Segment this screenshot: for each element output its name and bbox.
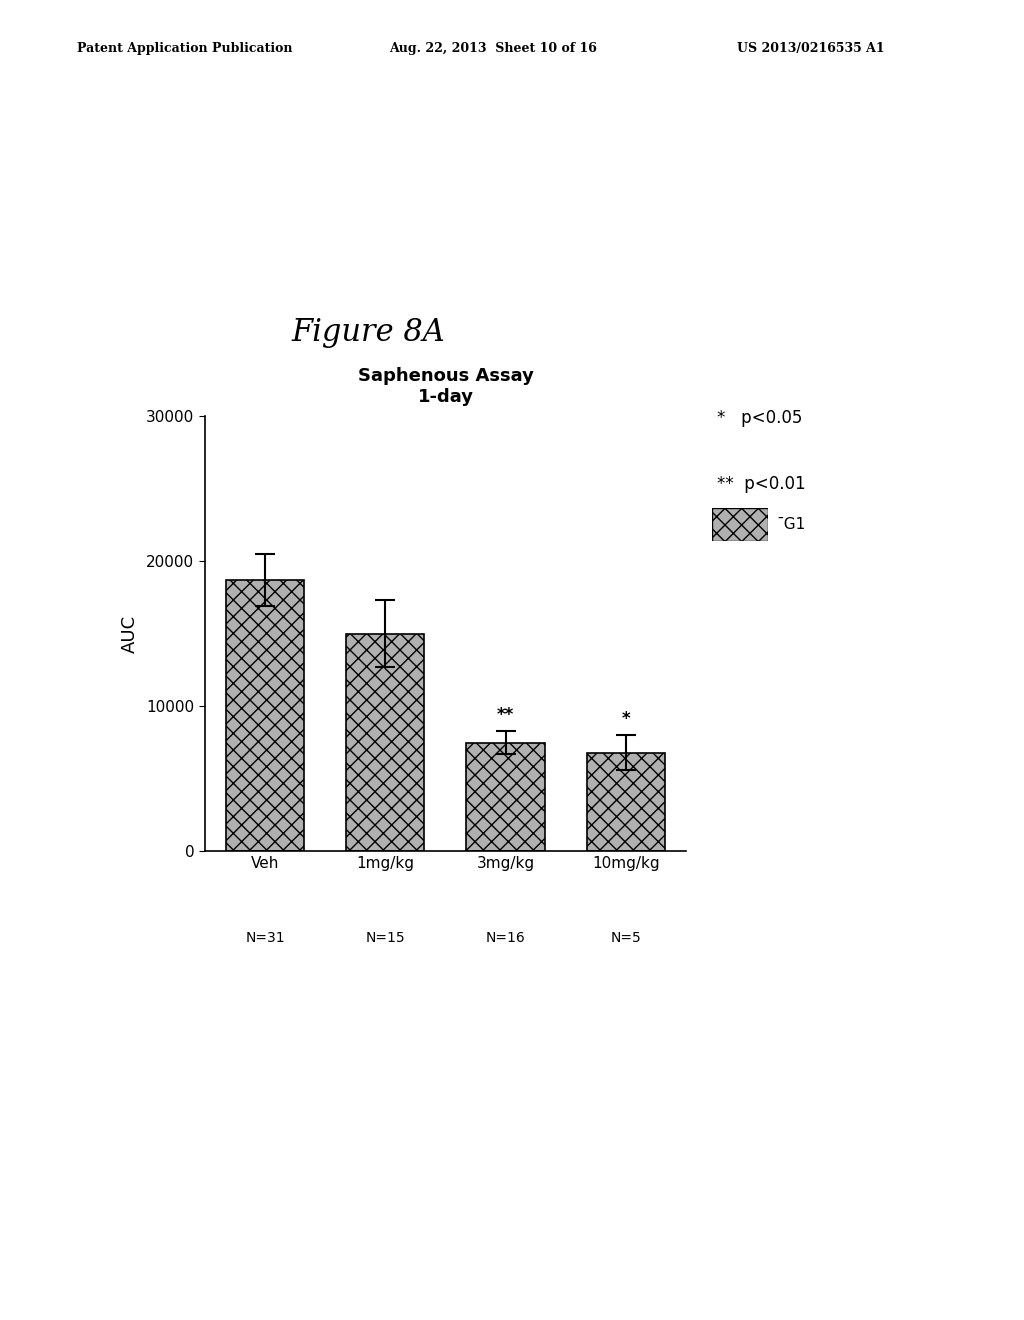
- Bar: [346, 634, 424, 851]
- Text: **  p<0.01: ** p<0.01: [717, 475, 806, 494]
- Text: Patent Application Publication: Patent Application Publication: [77, 42, 292, 55]
- Bar: [587, 752, 665, 851]
- Text: N=15: N=15: [366, 932, 406, 945]
- Text: N=5: N=5: [610, 932, 641, 945]
- Bar: [467, 742, 545, 851]
- Text: N=16: N=16: [485, 932, 525, 945]
- Text: N=31: N=31: [245, 932, 285, 945]
- Text: Aug. 22, 2013  Sheet 10 of 16: Aug. 22, 2013 Sheet 10 of 16: [389, 42, 597, 55]
- Y-axis label: AUC: AUC: [121, 615, 139, 652]
- Bar: [226, 579, 304, 851]
- Text: US 2013/0216535 A1: US 2013/0216535 A1: [737, 42, 885, 55]
- Text: ¯G1: ¯G1: [776, 517, 806, 532]
- Text: **: **: [497, 706, 514, 723]
- Title: Saphenous Assay
1-day: Saphenous Assay 1-day: [357, 367, 534, 407]
- Text: *: *: [622, 710, 630, 729]
- Text: *   p<0.05: * p<0.05: [717, 409, 802, 428]
- Text: Figure 8A: Figure 8A: [292, 317, 445, 347]
